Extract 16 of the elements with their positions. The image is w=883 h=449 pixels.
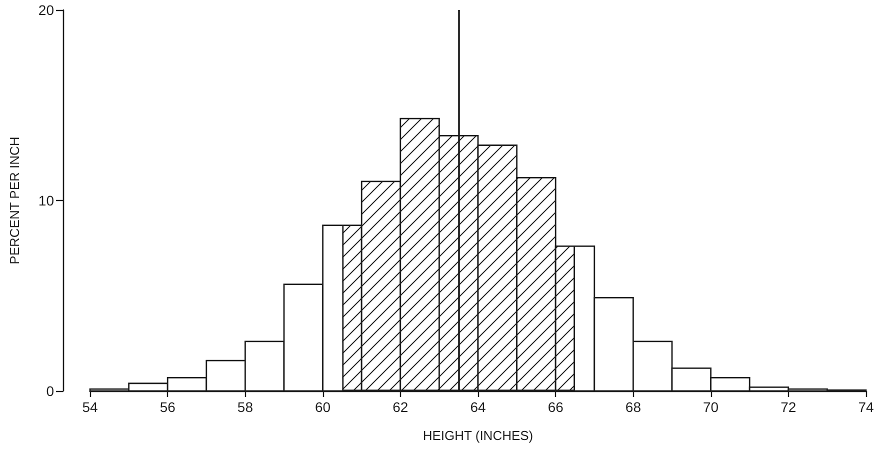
x-tick-label: 74 <box>858 399 874 415</box>
y-tick-label: 0 <box>46 383 54 399</box>
y-tick-label: 10 <box>38 192 54 208</box>
x-tick-label: 72 <box>780 399 796 415</box>
x-tick-label: 66 <box>548 399 564 415</box>
x-tick-label: 56 <box>160 399 176 415</box>
x-tick-label: 60 <box>315 399 331 415</box>
x-tick-label: 70 <box>703 399 719 415</box>
x-tick-label: 54 <box>82 399 98 415</box>
x-tick-label: 58 <box>237 399 254 415</box>
y-tick-label: 20 <box>38 2 54 18</box>
x-tick-label: 68 <box>625 399 642 415</box>
y-axis-title: PERCENT PER INCH <box>7 136 22 264</box>
x-tick-label: 64 <box>470 399 486 415</box>
x-axis-title: HEIGHT (INCHES) <box>422 428 534 443</box>
x-tick-label: 62 <box>392 399 408 415</box>
